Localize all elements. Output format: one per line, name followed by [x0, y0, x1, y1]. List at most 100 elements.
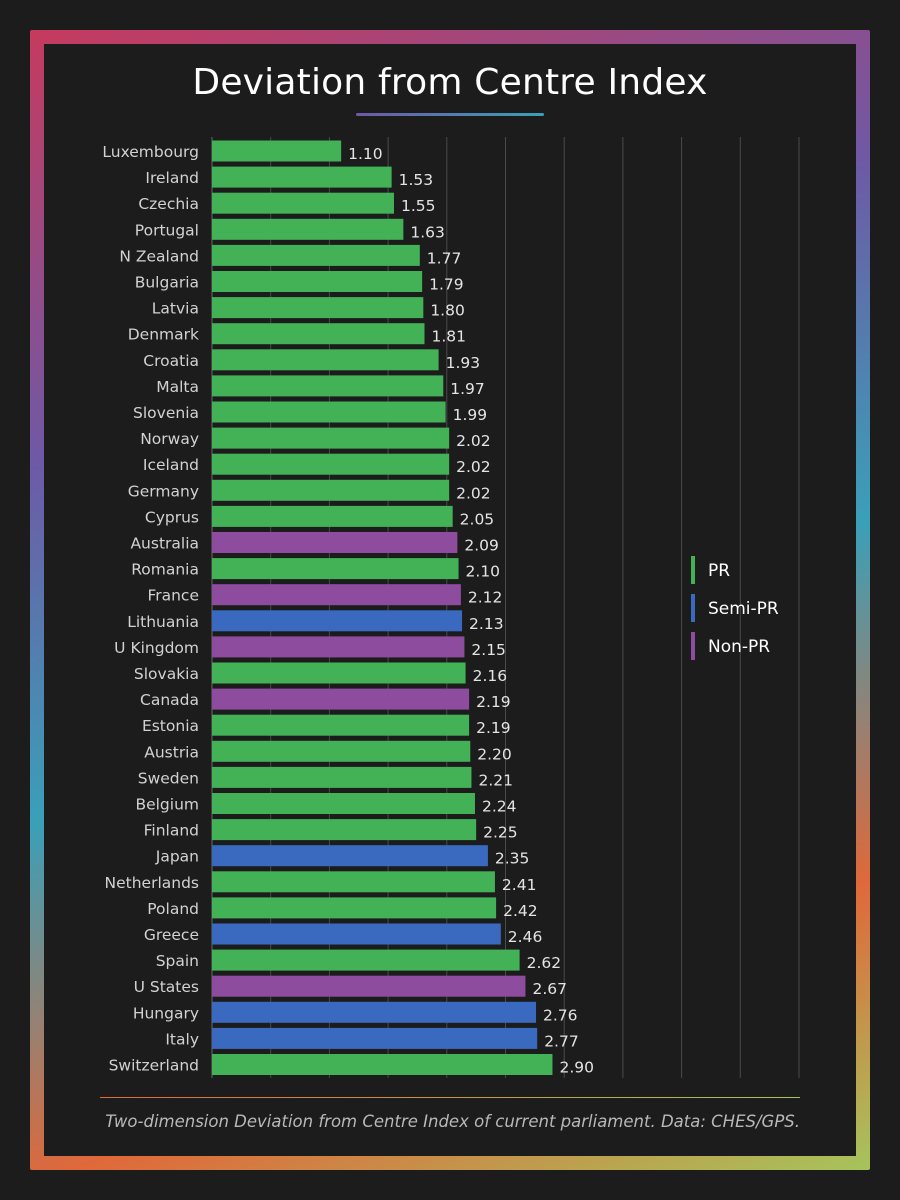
bar	[212, 819, 477, 841]
bars	[212, 140, 553, 1075]
value-label: 2.13	[469, 615, 504, 633]
category-label: Japan	[155, 848, 199, 866]
value-label: 2.15	[471, 641, 506, 659]
value-label: 2.25	[483, 824, 518, 842]
legend-label: PR	[708, 561, 730, 581]
value-label: 2.10	[466, 563, 501, 581]
value-label: 2.19	[476, 693, 511, 711]
bar	[212, 375, 444, 397]
value-label: 1.93	[446, 354, 481, 372]
category-label: Romania	[131, 561, 199, 579]
bar	[212, 297, 424, 319]
bar	[212, 532, 458, 553]
bar	[212, 975, 526, 997]
category-label: Croatia	[143, 352, 199, 370]
category-label: Switzerland	[109, 1057, 199, 1075]
value-label: 2.35	[495, 850, 530, 868]
value-label: 2.77	[544, 1032, 579, 1050]
category-label: Belgium	[135, 796, 199, 814]
value-label: 1.99	[453, 406, 488, 424]
bar	[212, 897, 497, 919]
value-label: 2.90	[559, 1059, 594, 1077]
category-label: Portugal	[135, 221, 199, 239]
value-label: 2.12	[468, 589, 503, 607]
value-label: 2.02	[456, 458, 491, 476]
bar	[212, 427, 450, 449]
bar	[212, 793, 475, 814]
value-label: 1.63	[410, 223, 445, 241]
title-underline	[356, 113, 544, 116]
legend-swatch	[691, 594, 695, 622]
bar	[212, 662, 466, 684]
category-label: Luxembourg	[102, 143, 199, 161]
value-label: 1.80	[430, 302, 465, 320]
bar	[212, 1054, 553, 1075]
bar	[212, 688, 470, 710]
category-label: Estonia	[142, 717, 199, 735]
bar	[212, 505, 453, 527]
legend-swatch	[691, 632, 695, 660]
category-label: Netherlands	[105, 874, 199, 892]
value-label: 2.09	[464, 537, 499, 555]
category-label: Denmark	[128, 326, 199, 344]
category-label: Canada	[140, 691, 199, 709]
bar	[212, 271, 423, 292]
value-label: 1.79	[429, 276, 464, 294]
value-label: 2.16	[473, 667, 508, 685]
value-label: 1.10	[348, 145, 383, 163]
legend-swatch	[691, 556, 695, 584]
category-label: Germany	[128, 482, 199, 500]
bar	[212, 140, 342, 162]
category-label: Italy	[165, 1030, 199, 1048]
bar	[212, 453, 450, 475]
value-label: 2.02	[456, 432, 491, 450]
value-label: 2.41	[502, 876, 537, 894]
chart-title: Deviation from Centre Index	[192, 62, 708, 103]
bar	[212, 192, 394, 214]
bar	[212, 401, 446, 423]
bar	[212, 923, 501, 945]
value-label: 2.76	[543, 1006, 578, 1024]
value-label: 1.55	[401, 197, 436, 215]
category-label: Sweden	[138, 769, 199, 787]
category-label: Poland	[147, 900, 199, 918]
category-label: Lithuania	[127, 613, 199, 631]
legend-label: Non-PR	[708, 637, 770, 657]
category-label: Spain	[156, 952, 199, 970]
category-label: Slovakia	[134, 665, 199, 683]
value-label: 1.53	[399, 171, 434, 189]
category-label: Finland	[144, 822, 199, 840]
bar	[212, 218, 404, 240]
value-label: 2.62	[527, 954, 562, 972]
bar	[212, 740, 471, 762]
value-label: 2.24	[482, 798, 517, 816]
value-label: 2.21	[478, 771, 513, 789]
value-label: 1.97	[450, 380, 485, 398]
category-label: N Zealand	[119, 247, 199, 265]
category-label: Austria	[144, 743, 199, 761]
category-label: Malta	[156, 378, 199, 396]
value-label: 2.42	[503, 902, 538, 920]
grid-lines	[211, 137, 800, 1078]
bar	[212, 766, 472, 788]
value-label: 2.67	[532, 980, 567, 998]
bar	[212, 584, 461, 606]
bar	[212, 871, 495, 893]
category-label: Greece	[144, 926, 199, 944]
category-label: Czechia	[138, 195, 199, 213]
bar	[212, 349, 439, 371]
value-label: 2.20	[477, 745, 512, 763]
value-label: 2.19	[476, 719, 511, 737]
labels: Luxembourg 1.10 Ireland 1.53 Czechia 1.55 Port…	[102, 143, 594, 1077]
caption-divider	[100, 1097, 800, 1098]
category-label: U States	[134, 978, 199, 996]
value-label: 1.81	[431, 328, 466, 346]
category-label: Australia	[130, 535, 199, 553]
bar	[212, 166, 392, 188]
value-label: 2.02	[456, 484, 491, 502]
value-label: 2.46	[508, 928, 543, 946]
category-label: U Kingdom	[114, 639, 199, 657]
value-label: 1.77	[427, 249, 462, 267]
category-label: Latvia	[152, 300, 199, 318]
